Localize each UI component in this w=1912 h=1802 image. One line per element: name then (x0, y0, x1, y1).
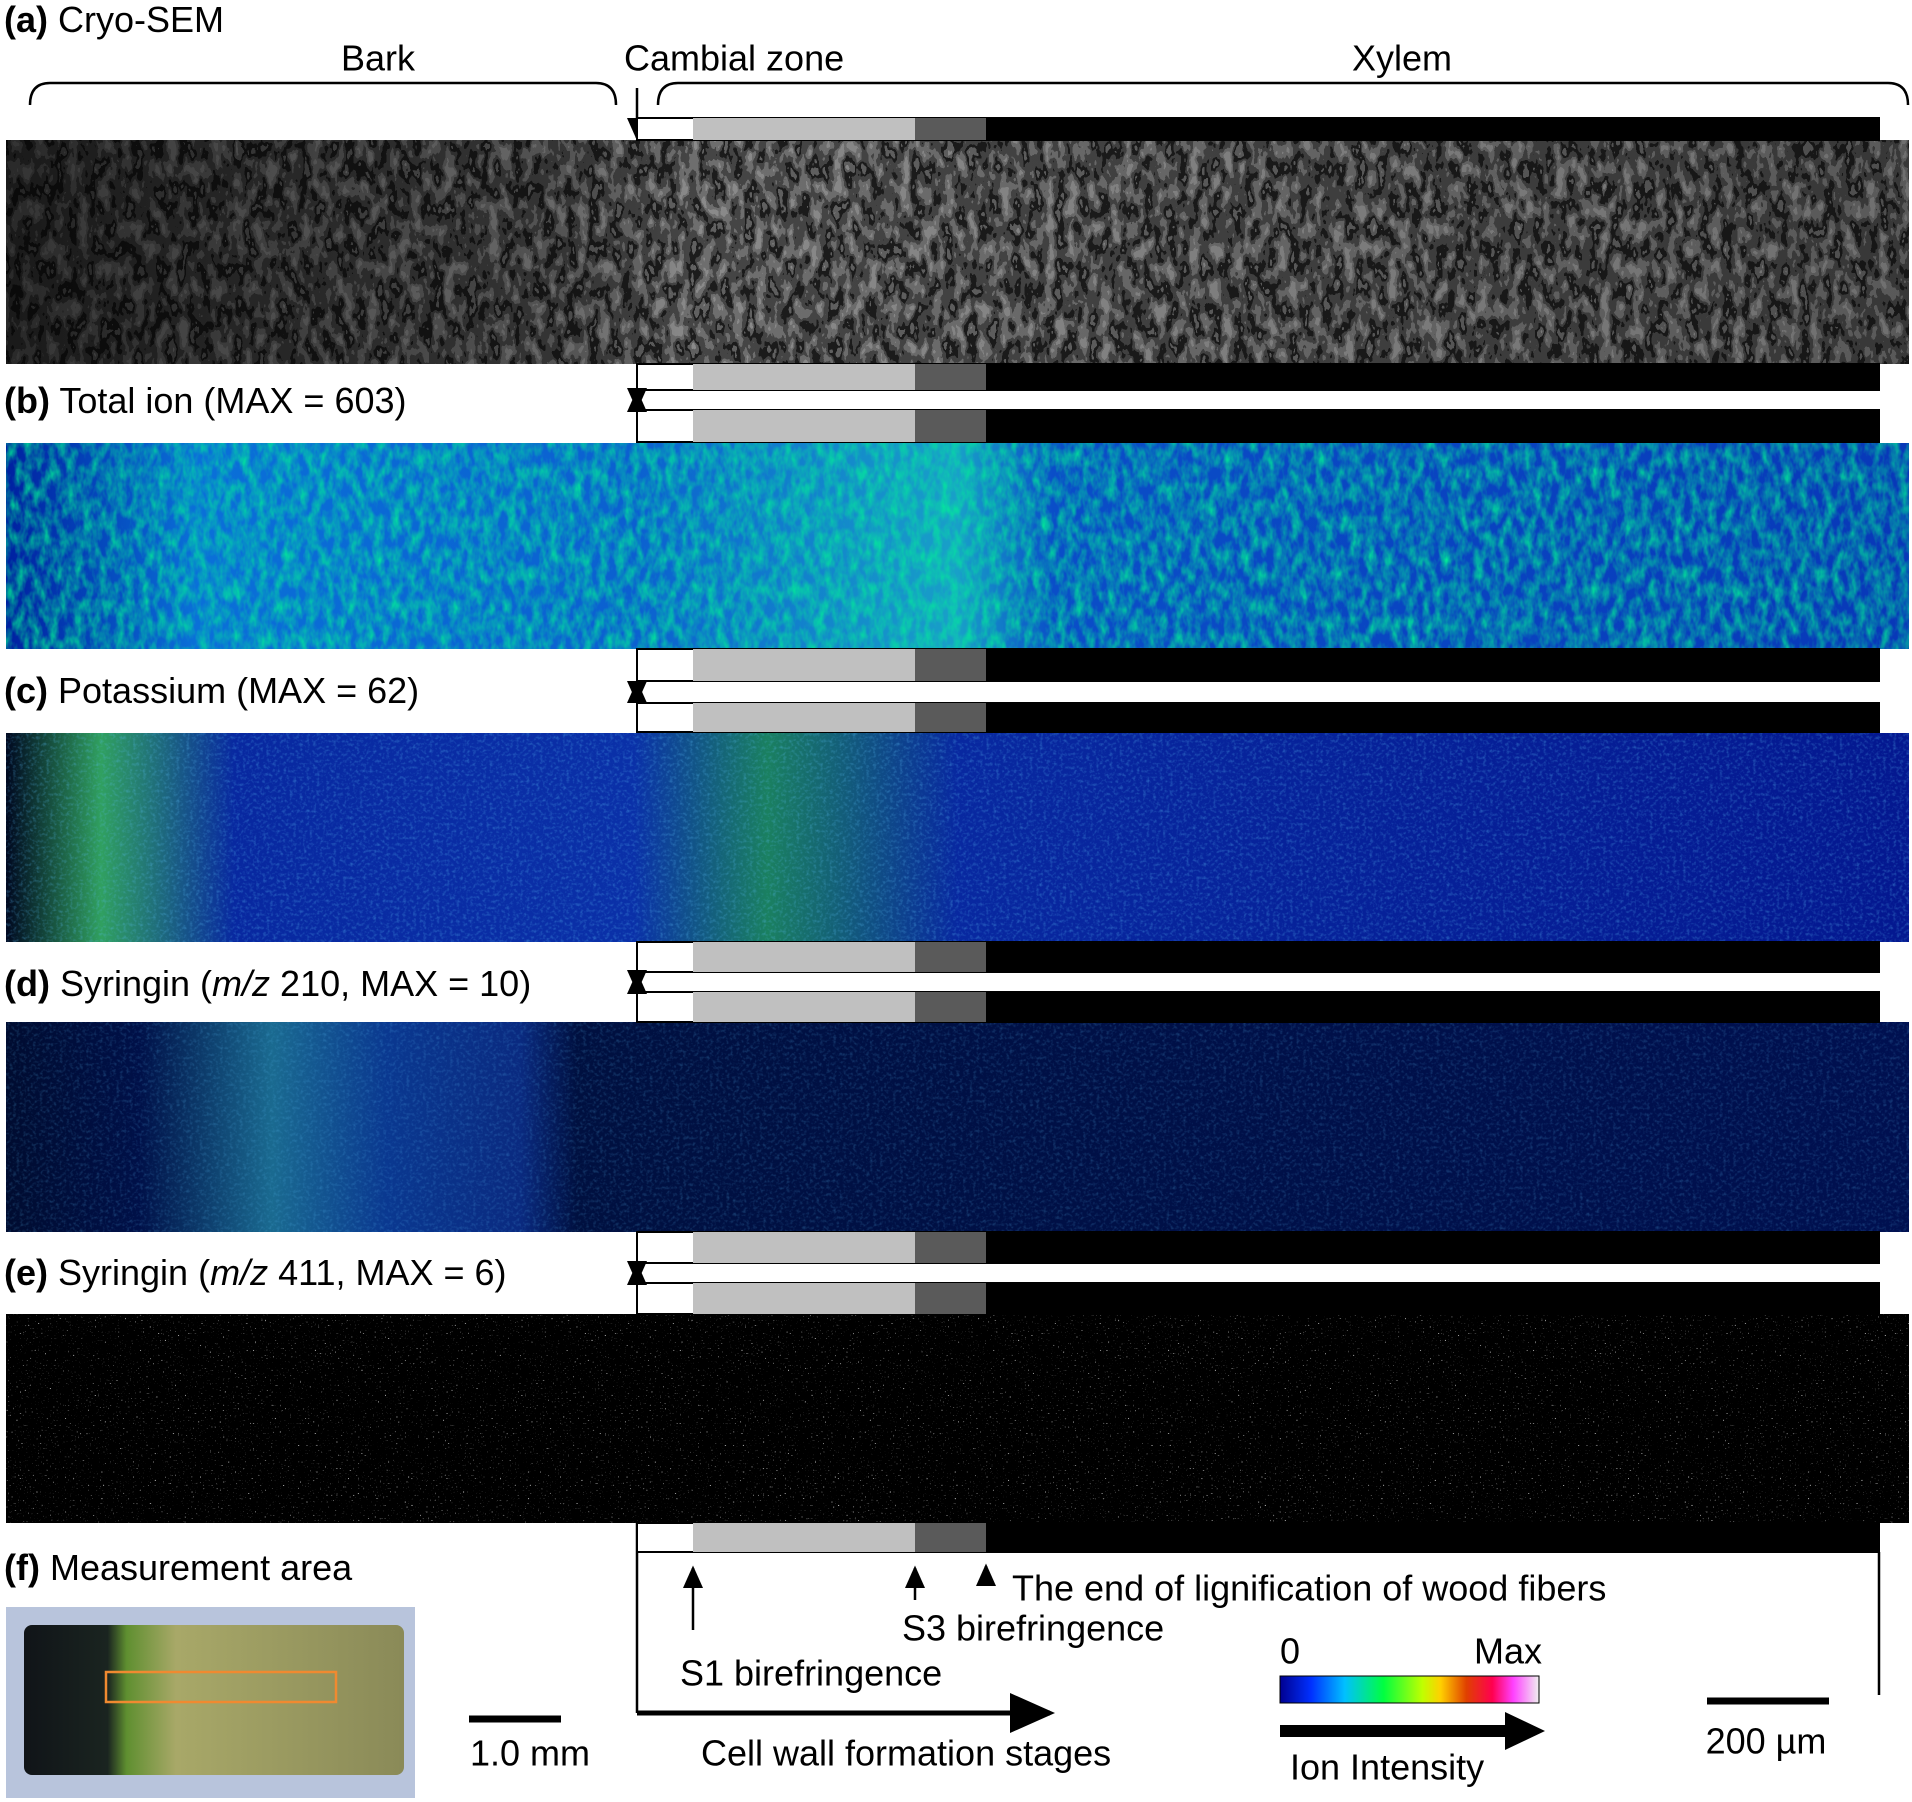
stage-dark (915, 942, 986, 972)
title-part: 411, MAX = 6) (268, 1252, 506, 1293)
stage-gray (693, 364, 915, 390)
labels: (a) Cryo-SEM (b) Total ion (MAX = 603) (c)… (4, 0, 1826, 1788)
intensity-arrowhead (1505, 1712, 1545, 1750)
stage-black (986, 1232, 1879, 1263)
colorbar-min: 0 (1280, 1631, 1300, 1672)
bark-bracket (28, 81, 618, 106)
stage-gray (693, 410, 915, 442)
stage-gray (693, 1523, 915, 1552)
syringin-210-texture (6, 1022, 1909, 1232)
panel-title: (f) Measurement area (4, 1547, 353, 1588)
stage-black (986, 1523, 1879, 1552)
marker-label: S3 birefringence (902, 1608, 1164, 1649)
panel-label: (c) (4, 670, 48, 711)
marker-label: The end of lignification of wood fibers (1012, 1568, 1606, 1609)
panel-title: (e) Syringin (m/z 411, MAX = 6) (4, 1252, 507, 1293)
title-part: Cryo-SEM (58, 0, 224, 40)
panel-label: (b) (4, 380, 50, 421)
stage-black (986, 410, 1879, 442)
panel-label: (d) (4, 963, 50, 1004)
stage-dark (915, 992, 986, 1022)
title-part: Potassium (MAX = 62) (58, 670, 419, 711)
stage-dark (915, 1283, 986, 1314)
title-part: m/z (210, 1252, 268, 1293)
stage-black (986, 364, 1879, 390)
panel-label: (f) (4, 1547, 40, 1588)
stage-gray (693, 1232, 915, 1263)
panel-title: (d) Syringin (m/z 210, MAX = 10) (4, 963, 531, 1004)
stage-black (986, 992, 1879, 1022)
measurement-box (104, 1670, 338, 1704)
colorbar-max: Max (1474, 1631, 1542, 1672)
title-part: Measurement area (50, 1547, 353, 1588)
stage-gray (693, 703, 915, 732)
panel-title: (b) Total ion (MAX = 603) (4, 380, 407, 421)
title-part: m/z (212, 963, 270, 1004)
region-label: Bark (341, 38, 416, 79)
title-part: Syringin ( (58, 1252, 210, 1293)
stage-black (986, 649, 1879, 681)
stage-black (986, 942, 1879, 972)
stage-black (986, 703, 1879, 732)
total-ion-texture (6, 443, 1909, 649)
stage-black (986, 118, 1879, 140)
annotations (28, 81, 1910, 1750)
xylem-bracket (656, 81, 1910, 106)
stage-black (986, 1283, 1879, 1314)
marker-label: S1 birefringence (680, 1653, 942, 1694)
title-part: 210, MAX = 10) (270, 963, 531, 1004)
arrow-label: Cell wall formation stages (701, 1733, 1111, 1774)
stage-dark (915, 649, 986, 681)
photo-sample (24, 1625, 404, 1775)
stage-dark (915, 1523, 986, 1552)
region-label: Cambial zone (624, 38, 844, 79)
stage-dark (915, 703, 986, 732)
stage-dark (915, 118, 986, 140)
panel-title: (c) Potassium (MAX = 62) (4, 670, 419, 711)
syringin-411-texture (6, 1314, 1909, 1523)
region-label: Xylem (1352, 38, 1452, 79)
stage-dark (915, 410, 986, 442)
scale-label: 200 µm (1706, 1721, 1827, 1762)
stage-gray (693, 992, 915, 1022)
colorbar-label: Ion Intensity (1290, 1747, 1484, 1788)
images (6, 140, 1909, 1798)
stage-gray (693, 942, 915, 972)
stage-dark (915, 364, 986, 390)
title-part: Syringin ( (60, 963, 212, 1004)
panel-title: (a) Cryo-SEM (4, 0, 224, 40)
title-part: Total ion (MAX = 603) (59, 380, 406, 421)
scale-label: 1.0 mm (470, 1733, 590, 1774)
panel-label: (e) (4, 1252, 48, 1293)
potassium-texture (6, 733, 1909, 942)
stage-dark (915, 1232, 986, 1263)
colorbar (1279, 1675, 1540, 1704)
sem-texture (6, 140, 1909, 364)
stage-gray (693, 649, 915, 681)
stage-gray (693, 118, 915, 140)
panel-label: (a) (4, 0, 48, 40)
stage-gray (693, 1283, 915, 1314)
